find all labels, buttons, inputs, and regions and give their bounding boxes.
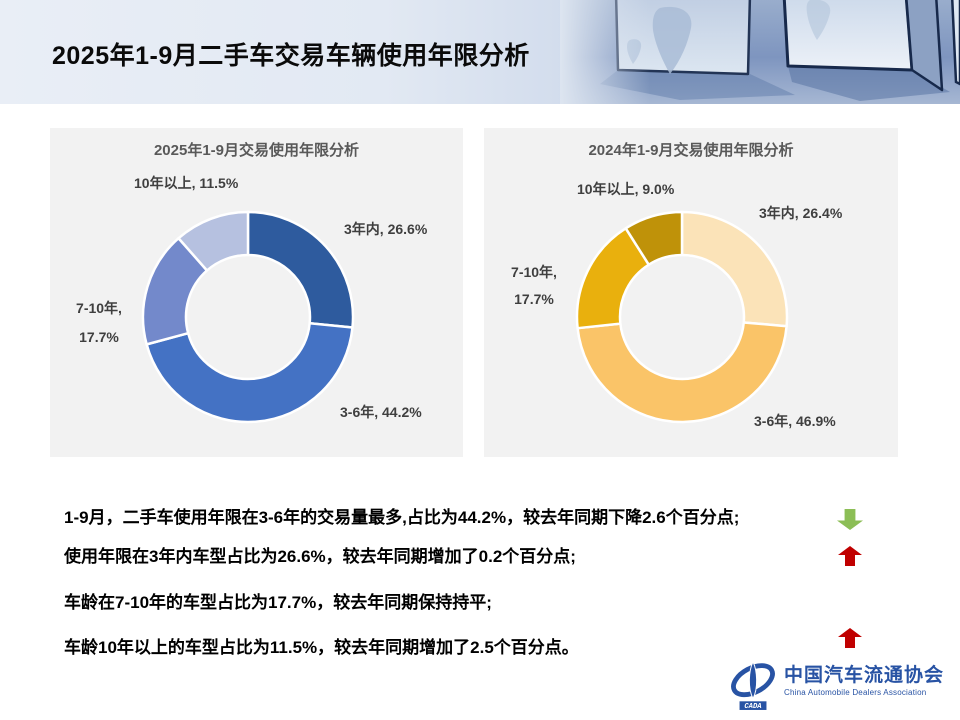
header-cubes-decoration xyxy=(560,0,960,104)
note-line-2: 使用年限在3年内车型占比为26.6%，较去年同期增加了0.2个百分点; xyxy=(64,547,576,566)
up-arrow-icon xyxy=(838,628,862,648)
donut-segment-10年以上 xyxy=(177,210,250,272)
logo-chinese-name: 中国汽车流通协会 xyxy=(784,665,945,686)
label-10plus-2024: 10年以上, 9.0% xyxy=(577,181,675,197)
chart-title-2024: 2024年1-9月交易使用年限分析 xyxy=(588,142,794,159)
donut-segment-3-6年 xyxy=(145,321,354,424)
down-arrow-icon xyxy=(837,509,863,530)
note-line-3: 车龄在7-10年的车型占比为17.7%，较去年同期保持持平; xyxy=(64,593,492,612)
donut-chart-2025 xyxy=(141,210,355,424)
label-3to6-2024: 3-6年, 46.9% xyxy=(754,413,836,429)
label-3to6-2025: 3-6年, 44.2% xyxy=(340,404,422,420)
donut-segment-10年以上 xyxy=(624,210,684,266)
page-title: 2025年1-9月二手车交易车辆使用年限分析 xyxy=(52,42,530,70)
note-line-1: 1-9月，二手车使用年限在3-6年的交易量最多,占比为44.2%，较去年同期下降… xyxy=(64,508,740,527)
note-line-4: 车龄10年以上的车型占比为11.5%，较去年同期增加了2.5个百分点。 xyxy=(64,638,579,657)
label-7to10-2025: 7-10年, 17.7% xyxy=(76,300,122,345)
cada-logo: CADA 中国汽车流通协会 China Automobile Dealers A… xyxy=(728,658,944,710)
label-10plus-2025: 10年以上, 11.5% xyxy=(134,175,239,191)
label-3in-2025: 3年内, 26.6% xyxy=(344,221,428,237)
donut-chart-2024 xyxy=(575,210,789,424)
chart-panel-2024: 2024年1-9月交易使用年限分析 10年以上, 9.0% 3年内, 26.4%… xyxy=(484,128,898,457)
chart-title-2025: 2025年1-9月交易使用年限分析 xyxy=(153,142,360,159)
donut-segment-3年内 xyxy=(246,210,355,329)
label-3in-2024: 3年内, 26.4% xyxy=(759,205,843,221)
svg-text:CADA: CADA xyxy=(744,703,761,710)
up-arrow-icon xyxy=(838,546,862,566)
label-7to10-2024: 7-10年, 17.7% xyxy=(511,264,557,307)
donut-segment-3-6年 xyxy=(576,321,788,424)
chart-panel-2025: 2025年1-9月交易使用年限分析 10年以上, 11.5% 3年内, 26.6… xyxy=(50,128,463,457)
logo-english-name: China Automobile Dealers Association xyxy=(784,688,927,697)
donut-segment-3年内 xyxy=(680,210,789,328)
header-banner: 2025年1-9月二手车交易车辆使用年限分析 xyxy=(0,0,960,104)
cada-logo-icon: CADA xyxy=(731,660,775,710)
